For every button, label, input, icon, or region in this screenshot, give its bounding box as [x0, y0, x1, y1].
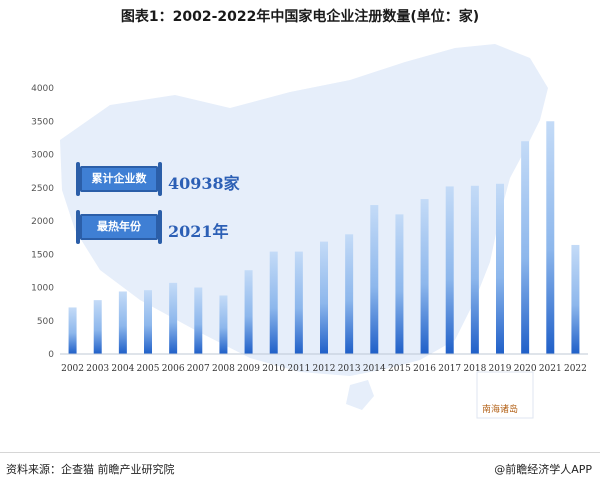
bar-2006 [169, 282, 178, 354]
bar-2008 [219, 295, 228, 354]
bar-2014 [370, 205, 379, 354]
x-tick-label: 2016 [413, 364, 436, 374]
bar-2022 [571, 244, 580, 354]
x-tick-label: 2008 [212, 364, 235, 374]
bar-2012 [320, 241, 328, 354]
y-tick-label: 1500 [31, 250, 54, 260]
highlight-label-total: 累计企业数 [76, 162, 162, 196]
x-tick-label: 2005 [137, 364, 160, 374]
highlight-label-peak: 最热年份 [76, 210, 162, 244]
y-tick-label: 3000 [31, 151, 54, 161]
island-shape [346, 380, 374, 410]
source-note: 资料来源：企查猫 前瞻产业研究院 [6, 463, 175, 476]
bar-2002 [68, 307, 77, 354]
x-tick-label: 2009 [237, 364, 260, 374]
bar-2021 [546, 121, 555, 354]
y-axis: 0 500 1000 1500 2000 2500 3000 3500 4000 [31, 84, 54, 360]
footer-divider [0, 452, 600, 453]
copyright-note: @前瞻经济学人APP [494, 463, 592, 476]
bar-2003 [93, 300, 102, 354]
x-tick-label: 2003 [86, 364, 109, 374]
y-tick-label: 500 [37, 317, 54, 327]
bars-group [68, 121, 580, 354]
south-sea-inset [476, 371, 534, 419]
y-tick-label: 0 [48, 350, 54, 360]
x-tick-label: 2018 [463, 364, 486, 374]
bar-2020 [521, 141, 530, 354]
x-tick-label: 2015 [388, 364, 411, 374]
y-tick-label: 2000 [31, 217, 54, 227]
x-tick-label: 2021 [539, 364, 562, 374]
y-tick-label: 4000 [31, 84, 54, 94]
bar-2015 [395, 214, 404, 354]
x-tick-label: 2019 [489, 364, 512, 374]
x-tick-label: 2020 [514, 364, 537, 374]
y-tick-label: 3500 [31, 117, 54, 127]
x-tick-label: 2017 [438, 364, 461, 374]
bar-2017 [445, 186, 454, 354]
x-axis: 2002 2003 2004 2005 2006 2007 2008 2009 2010 2011… [60, 353, 588, 374]
bar-2007 [194, 287, 203, 354]
x-tick-label: 2007 [187, 364, 210, 374]
x-tick-label: 2004 [111, 364, 134, 374]
x-tick-label: 2006 [162, 364, 185, 374]
bar-2013 [345, 234, 354, 354]
highlight-value-total: 40938家 [168, 174, 240, 193]
bar-2004 [118, 291, 127, 354]
chart-title: 图表1：2002-2022年中国家电企业注册数量(单位：家) [120, 9, 480, 25]
x-tick-label: 2002 [61, 364, 84, 374]
bar-2005 [144, 290, 152, 354]
bar-2018 [470, 185, 479, 354]
x-tick-label: 2012 [313, 364, 336, 374]
x-tick-label: 2022 [564, 364, 587, 374]
x-tick-label: 2010 [262, 364, 285, 374]
bar-2011 [294, 251, 303, 354]
y-tick-label: 2500 [31, 184, 54, 194]
bar-2009 [244, 270, 253, 354]
bar-2010 [269, 251, 278, 354]
x-tick-label: 2011 [287, 364, 310, 374]
south-china-sea-islands-label: 南海诸岛 [482, 405, 519, 415]
y-tick-label: 1000 [31, 284, 54, 294]
bar-2019 [496, 183, 504, 354]
x-tick-label: 2013 [338, 364, 361, 374]
x-tick-label: 2014 [363, 364, 386, 374]
highlight-value-peak: 2021年 [168, 222, 229, 241]
bar-2016 [420, 199, 429, 354]
